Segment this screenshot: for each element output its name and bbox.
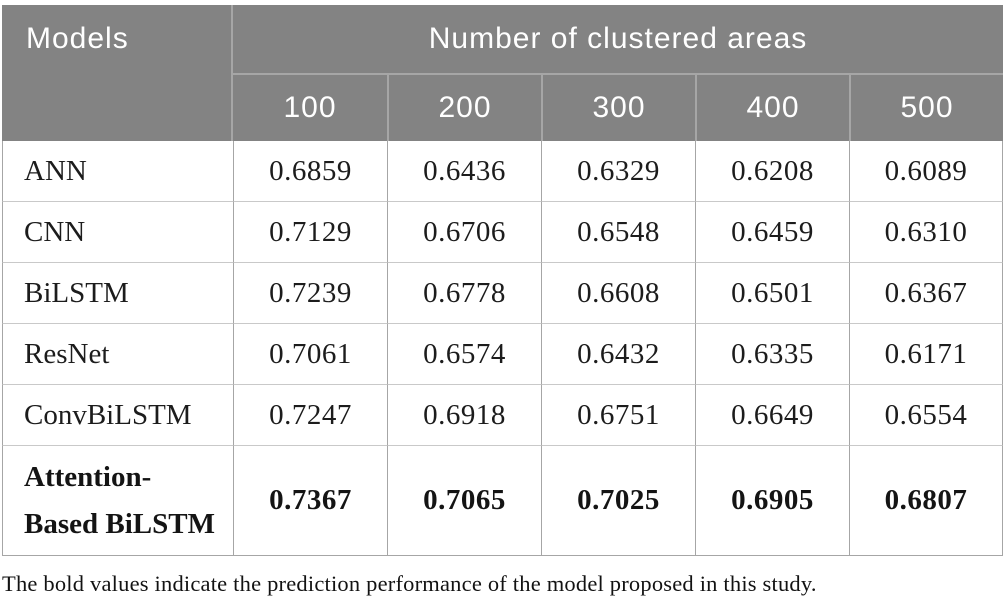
group-header-clustered-areas: Number of clustered areas bbox=[233, 5, 1004, 73]
results-table: Models Number of clustered areas 100 200… bbox=[2, 5, 1004, 556]
cell-value: 0.6859 bbox=[233, 141, 387, 202]
cell-value: 0.6367 bbox=[849, 263, 1004, 324]
cell-value: 0.7129 bbox=[233, 202, 387, 263]
cell-value: 0.7247 bbox=[233, 385, 387, 446]
cell-value: 0.6432 bbox=[541, 324, 695, 385]
cell-value: 0.7065 bbox=[387, 446, 541, 556]
cell-value: 0.6778 bbox=[387, 263, 541, 324]
cell-value: 0.6608 bbox=[541, 263, 695, 324]
column-header-500: 500 bbox=[849, 73, 1004, 141]
model-name: Attention- Based BiLSTM bbox=[2, 446, 233, 556]
column-header-200: 200 bbox=[387, 73, 541, 141]
column-header-300: 300 bbox=[541, 73, 695, 141]
cell-value: 0.7061 bbox=[233, 324, 387, 385]
cell-value: 0.6310 bbox=[849, 202, 1004, 263]
cell-value: 0.6501 bbox=[695, 263, 849, 324]
cell-value: 0.6807 bbox=[849, 446, 1004, 556]
table-footnote: The bold values indicate the prediction … bbox=[2, 571, 817, 596]
cell-value: 0.6751 bbox=[541, 385, 695, 446]
cell-value: 0.6649 bbox=[695, 385, 849, 446]
cell-value: 0.6459 bbox=[695, 202, 849, 263]
column-header-100: 100 bbox=[233, 73, 387, 141]
cell-value: 0.6706 bbox=[387, 202, 541, 263]
cell-value: 0.6436 bbox=[387, 141, 541, 202]
table-header: Models Number of clustered areas 100 200… bbox=[2, 5, 1004, 141]
table-row-cnn: CNN 0.7129 0.6706 0.6548 0.6459 0.6310 bbox=[2, 202, 1004, 263]
cell-value: 0.6574 bbox=[387, 324, 541, 385]
model-name-line-1: Attention- bbox=[24, 460, 152, 493]
cell-value: 0.7025 bbox=[541, 446, 695, 556]
cell-value: 0.6089 bbox=[849, 141, 1004, 202]
cell-value: 0.6329 bbox=[541, 141, 695, 202]
model-name: ResNet bbox=[2, 324, 233, 385]
cell-value: 0.6554 bbox=[849, 385, 1004, 446]
cell-value: 0.6548 bbox=[541, 202, 695, 263]
table-row-convbilstm: ConvBiLSTM 0.7247 0.6918 0.6751 0.6649 0… bbox=[2, 385, 1004, 446]
corner-header-models: Models bbox=[2, 5, 233, 141]
cell-value: 0.6208 bbox=[695, 141, 849, 202]
table-row-ann: ANN 0.6859 0.6436 0.6329 0.6208 0.6089 bbox=[2, 141, 1004, 202]
model-name: CNN bbox=[2, 202, 233, 263]
table-body: ANN 0.6859 0.6436 0.6329 0.6208 0.6089 C… bbox=[2, 141, 1004, 556]
cell-value: 0.7239 bbox=[233, 263, 387, 324]
cell-value: 0.6335 bbox=[695, 324, 849, 385]
cell-value: 0.6905 bbox=[695, 446, 849, 556]
cell-value: 0.6918 bbox=[387, 385, 541, 446]
cell-value: 0.7367 bbox=[233, 446, 387, 556]
table-row-resnet: ResNet 0.7061 0.6574 0.6432 0.6335 0.617… bbox=[2, 324, 1004, 385]
model-name-line-2: Based BiLSTM bbox=[24, 507, 215, 540]
cell-value: 0.6171 bbox=[849, 324, 1004, 385]
model-name: BiLSTM bbox=[2, 263, 233, 324]
column-header-400: 400 bbox=[695, 73, 849, 141]
table-row-bilstm: BiLSTM 0.7239 0.6778 0.6608 0.6501 0.636… bbox=[2, 263, 1004, 324]
model-name: ConvBiLSTM bbox=[2, 385, 233, 446]
model-name: ANN bbox=[2, 141, 233, 202]
table-row-attention-based-bilstm: Attention- Based BiLSTM 0.7367 0.7065 0.… bbox=[2, 446, 1004, 556]
